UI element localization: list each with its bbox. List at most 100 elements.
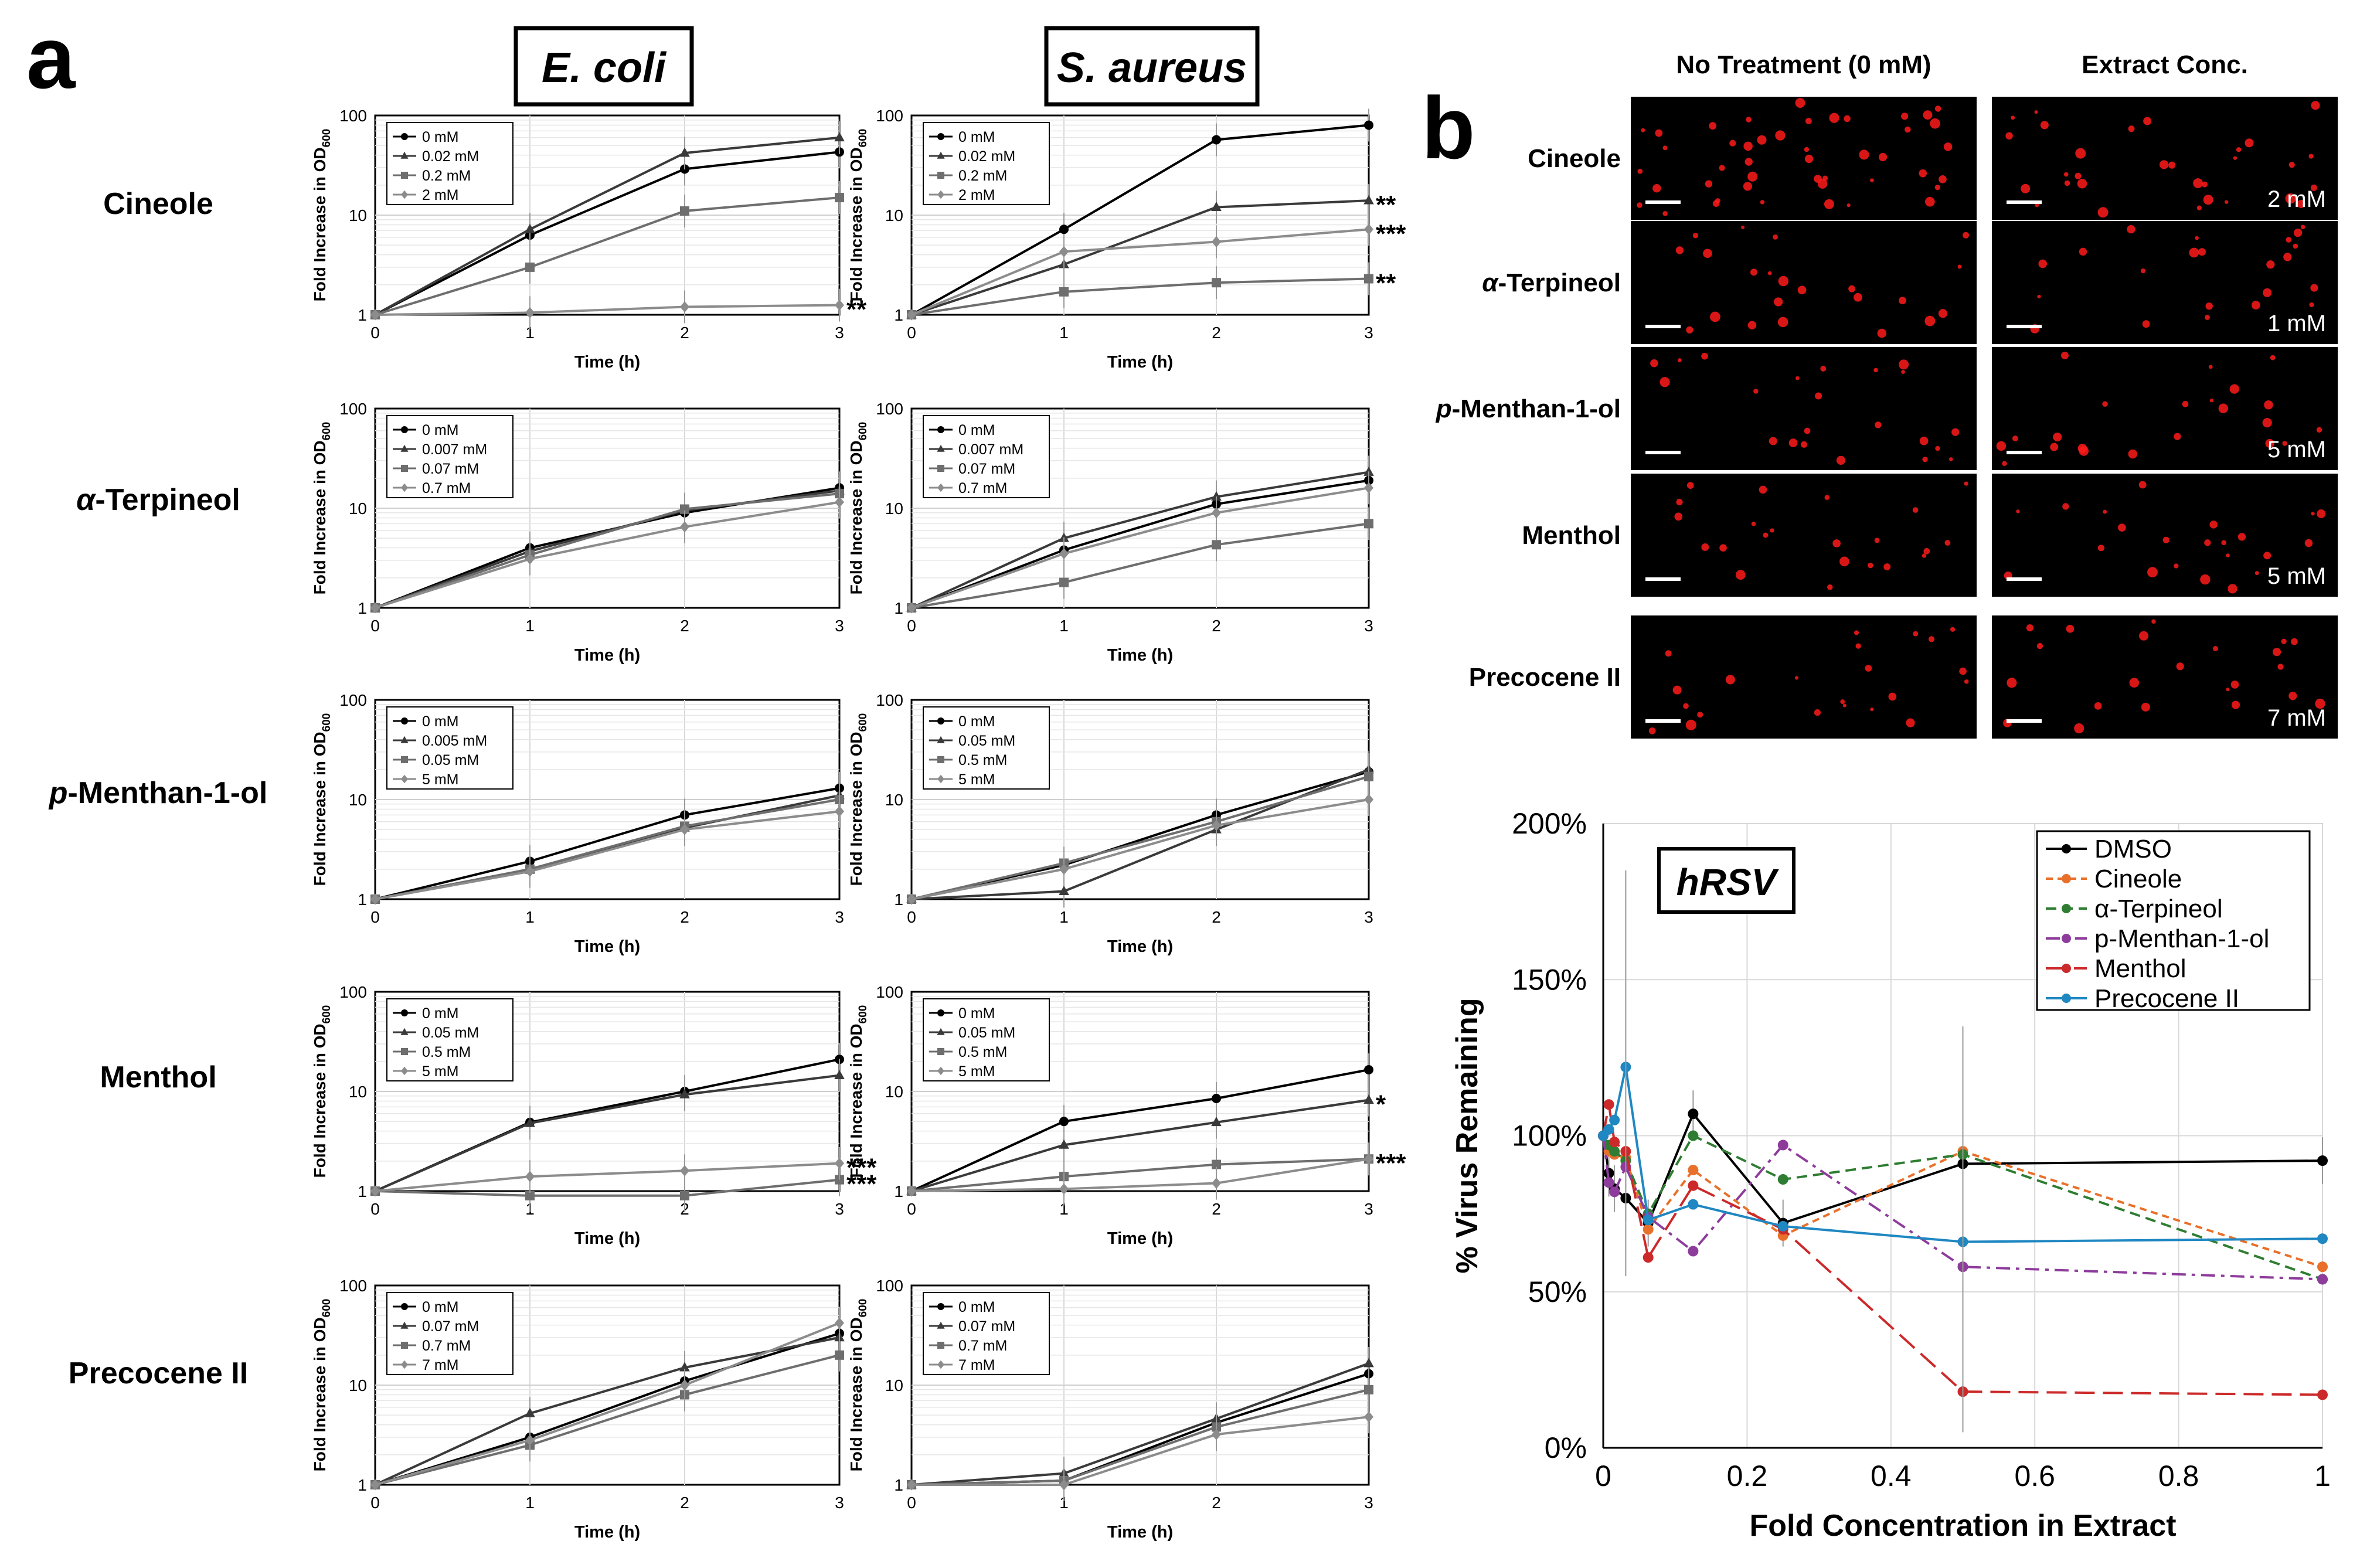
label-prefix: p: [1436, 394, 1452, 423]
microscopy-image: [1631, 97, 1977, 220]
legend-marker: [2062, 994, 2071, 1003]
fluorescent-cell: [2282, 441, 2287, 446]
x-tick-label: 2: [1212, 324, 1221, 342]
series-point: [2317, 1274, 2328, 1285]
fluorescent-cell: [1729, 140, 1736, 147]
legend-marker: [937, 1342, 944, 1349]
fluorescent-cell: [2263, 552, 2271, 560]
x-tick-label: 0: [370, 1494, 380, 1512]
x-tick-label: 1: [525, 1494, 535, 1512]
concentration-label: 1 mM: [2267, 311, 2326, 336]
x-tick-label: 2: [680, 617, 689, 635]
fluorescent-cell: [1760, 200, 1765, 205]
series-point: [1364, 120, 1373, 130]
fluorescent-cell: [1913, 631, 1919, 637]
series-line: [375, 1178, 840, 1197]
series-point: [1364, 1385, 1373, 1394]
y-tick-label: 10: [885, 499, 903, 518]
y-tick-label: 1: [894, 890, 903, 909]
fluorescent-cell: [2118, 523, 2126, 532]
legend-label: Precocene II: [2094, 984, 2239, 1013]
fluorescent-cell: [1676, 498, 1683, 506]
fluorescent-cell: [2293, 228, 2303, 237]
fluorescent-cell: [2168, 161, 2176, 169]
fluorescent-cell: [2226, 688, 2230, 692]
fluorescent-cell: [2196, 205, 2202, 210]
series-point: [680, 301, 689, 313]
legend-label: 5 mM: [958, 771, 995, 788]
fluorescent-cell: [2103, 509, 2107, 514]
significance-mark: **: [1376, 191, 1396, 219]
legend-label: 0.02 mM: [958, 148, 1015, 165]
fluorescent-cell: [1919, 169, 1927, 178]
microscopy-image: 5 mM: [1992, 474, 2338, 597]
y-tick-label: 100: [876, 1277, 903, 1295]
fluorescent-cell: [1944, 540, 1951, 546]
x-tick-label: 0: [907, 1494, 916, 1512]
legend-label: 0 mM: [958, 713, 995, 730]
chart-title-box: [1657, 847, 1795, 914]
fluorescent-cell: [2174, 433, 2181, 440]
fluorescent-cell: [2291, 638, 2298, 645]
series-point: [680, 521, 689, 533]
series-point: [1363, 1358, 1374, 1368]
series-line: [911, 487, 1369, 609]
series-point: [680, 1379, 689, 1391]
significance-mark: **: [846, 295, 867, 324]
x-tick-label: 1: [1059, 1200, 1069, 1218]
fluorescent-cell: [1725, 675, 1735, 685]
fluorescent-cell: [1648, 727, 1656, 734]
fluorescent-cell: [2141, 702, 2150, 712]
fluorescent-cell: [2308, 154, 2314, 159]
y-axis-label: Fold Increase in OD600: [311, 1299, 333, 1472]
fluorescent-cell: [2310, 184, 2317, 191]
x-tick-label: 3: [1364, 908, 1373, 926]
fluorescent-cell: [1735, 570, 1746, 580]
y-tick-label: 1: [358, 890, 367, 909]
y-tick-label: 1: [358, 306, 367, 324]
fluorescent-cell: [1906, 718, 1915, 727]
x-tick-label: 2: [1212, 617, 1221, 635]
legend-marker: [401, 1303, 408, 1310]
y-tick-label: 1: [358, 1182, 367, 1200]
legend-label: 0.5 mM: [422, 1044, 471, 1060]
fluorescent-cell: [1757, 135, 1767, 145]
y-tick-label: 10: [349, 499, 367, 518]
fluorescent-cell: [1934, 106, 1941, 112]
series-point: [1212, 819, 1221, 831]
fluorescent-cell: [2174, 563, 2179, 569]
series-line: [911, 1069, 1369, 1192]
legend-marker: [400, 1028, 409, 1035]
fluorescent-cell: [1745, 158, 1753, 166]
organism-header: E. coli: [542, 45, 667, 91]
y-tick-label: 1: [894, 1182, 903, 1200]
fluorescent-cell: [1686, 326, 1694, 334]
x-tick-label: 1: [525, 324, 535, 342]
organism-header-box: [514, 26, 694, 107]
y-axis-label: Fold Increase in OD600: [847, 129, 869, 302]
legend-label: 0.7 mM: [958, 1338, 1007, 1354]
fluorescent-cell: [2309, 302, 2314, 308]
series-point: [1603, 1124, 1614, 1135]
y-tick-label: 100: [339, 1277, 367, 1295]
legend-label: 5 mM: [422, 1063, 459, 1080]
series-line: [911, 479, 1369, 609]
fluorescent-cell: [2143, 117, 2152, 125]
fluorescent-cell: [1814, 709, 1821, 716]
series-point: [680, 504, 689, 514]
x-axis-label: Time (h): [574, 646, 640, 665]
fluorescent-cell: [1660, 377, 1670, 387]
fluorescent-cell: [2128, 125, 2135, 132]
series-point: [1059, 246, 1069, 257]
microscopy-image: [1631, 221, 1977, 344]
fluorescent-cell: [1839, 556, 1849, 567]
fluorescent-cell: [1743, 141, 1753, 151]
legend-marker: [2062, 874, 2071, 883]
compound-prefix: p: [48, 776, 68, 810]
x-tick-label: 2: [680, 908, 689, 926]
series-point: [834, 132, 845, 142]
series-point: [525, 1171, 535, 1182]
legend-label: 7 mM: [422, 1357, 459, 1373]
image-background: [1631, 615, 1977, 739]
compound-label: α-Terpineol: [76, 483, 240, 517]
